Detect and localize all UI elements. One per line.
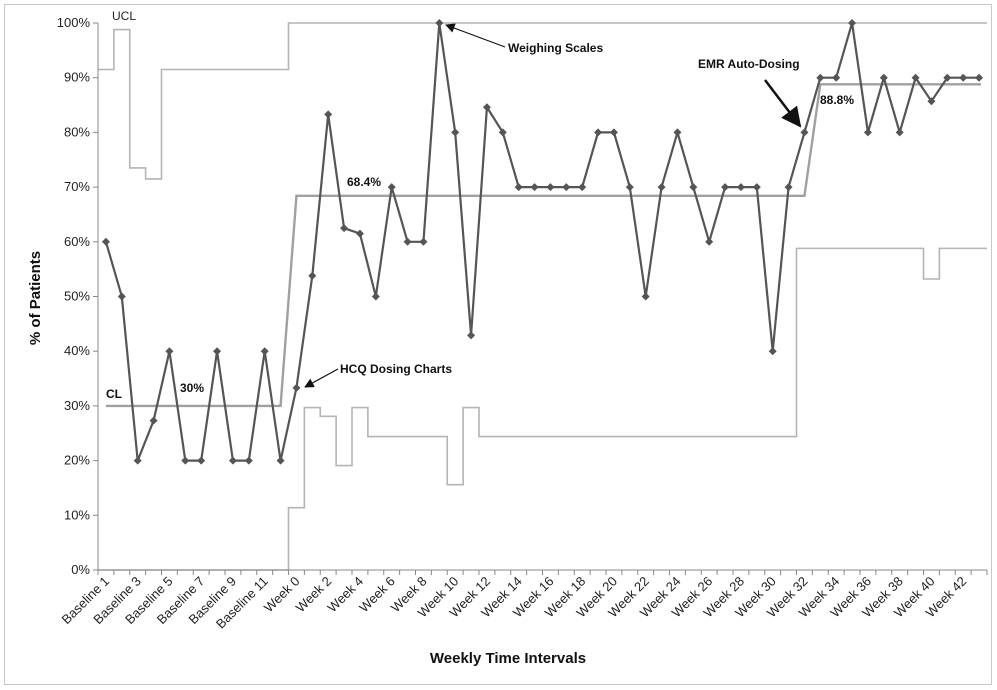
data-point [609, 128, 618, 137]
data-point [768, 347, 777, 356]
data-point [387, 183, 396, 192]
y-tick-label: 0% [71, 562, 90, 577]
emr-arrow [764, 79, 802, 128]
data-point [736, 183, 745, 192]
data-point [467, 331, 476, 340]
cl-label: CL [106, 387, 122, 401]
lcl-line [98, 247, 987, 571]
data-point [562, 183, 571, 192]
data-point [927, 97, 936, 106]
data-point [482, 103, 491, 112]
data-point [752, 183, 761, 192]
data-point [213, 347, 222, 356]
phase3-cl-label: 88.8% [820, 93, 854, 107]
data-point [133, 456, 142, 465]
data-point [594, 128, 603, 137]
data-point [863, 128, 872, 137]
data-point [292, 383, 301, 392]
data-point [276, 456, 285, 465]
data-point [943, 73, 952, 82]
data-line-path [104, 22, 980, 462]
hcq-annotation: HCQ Dosing Charts [340, 362, 452, 376]
data-point [705, 237, 714, 246]
data-point [721, 183, 730, 192]
data-point [832, 73, 841, 82]
y-tick-label: 90% [64, 70, 90, 85]
data-point [514, 183, 523, 192]
y-tick-label: 100% [57, 15, 91, 30]
phase2-cl-label: 68.4% [347, 175, 381, 189]
data-point [975, 73, 984, 82]
ucl-label: UCL [112, 9, 136, 23]
data-point [355, 229, 364, 238]
data-point [101, 237, 110, 246]
data-point [784, 183, 793, 192]
y-tick-label: 40% [64, 343, 90, 358]
y-tick-label: 80% [64, 124, 90, 139]
scales-arrow [445, 23, 506, 48]
data-point [181, 456, 190, 465]
y-tick-label: 60% [64, 234, 90, 249]
data-point [419, 237, 428, 246]
data-point [657, 183, 666, 192]
data-point [673, 128, 682, 137]
data-point [959, 73, 968, 82]
data-point [800, 128, 809, 137]
data-point [435, 19, 444, 27]
data-point [879, 73, 888, 82]
data-point [911, 73, 920, 82]
data-point [117, 292, 126, 301]
data-point [498, 128, 507, 137]
data-point [895, 128, 904, 137]
data-point [371, 292, 380, 301]
y-axis-ticks: 0% 10% 20% 30% 40% 50% 60% 70% 80% 90% 100% [57, 15, 98, 577]
data-point [848, 19, 857, 27]
scales-annotation: Weighing Scales [508, 41, 603, 55]
center-line-path [105, 83, 981, 408]
baseline-cl-label: 30% [180, 381, 204, 395]
data-point [530, 183, 539, 192]
data-point [625, 183, 634, 192]
y-axis-title: % of Patients [27, 251, 44, 345]
data-point [165, 347, 174, 356]
emr-annotation: EMR Auto-Dosing [698, 57, 800, 71]
data-point [816, 73, 825, 82]
data-point [451, 128, 460, 137]
data-point [228, 456, 237, 465]
x-axis-title: Weekly Time Intervals [430, 650, 586, 667]
data-point [689, 183, 698, 192]
data-point [260, 347, 269, 356]
data-point [324, 110, 333, 119]
data-point [197, 456, 206, 465]
data-point [340, 224, 349, 233]
data-point [308, 271, 317, 280]
data-point [641, 292, 650, 301]
data-point [546, 183, 555, 192]
y-tick-label: 20% [64, 453, 90, 468]
data-point [244, 456, 253, 465]
y-tick-label: 70% [64, 179, 90, 194]
ucl-line [98, 22, 987, 180]
data-series [101, 19, 984, 465]
data-point [578, 183, 587, 192]
data-point [403, 237, 412, 246]
y-tick-label: 30% [64, 398, 90, 413]
center-line [105, 83, 981, 408]
chart-frame [4, 4, 992, 685]
y-tick-label: 50% [64, 289, 90, 304]
data-point [149, 416, 158, 425]
y-tick-label: 10% [64, 507, 90, 522]
hcq-arrow [304, 368, 339, 388]
